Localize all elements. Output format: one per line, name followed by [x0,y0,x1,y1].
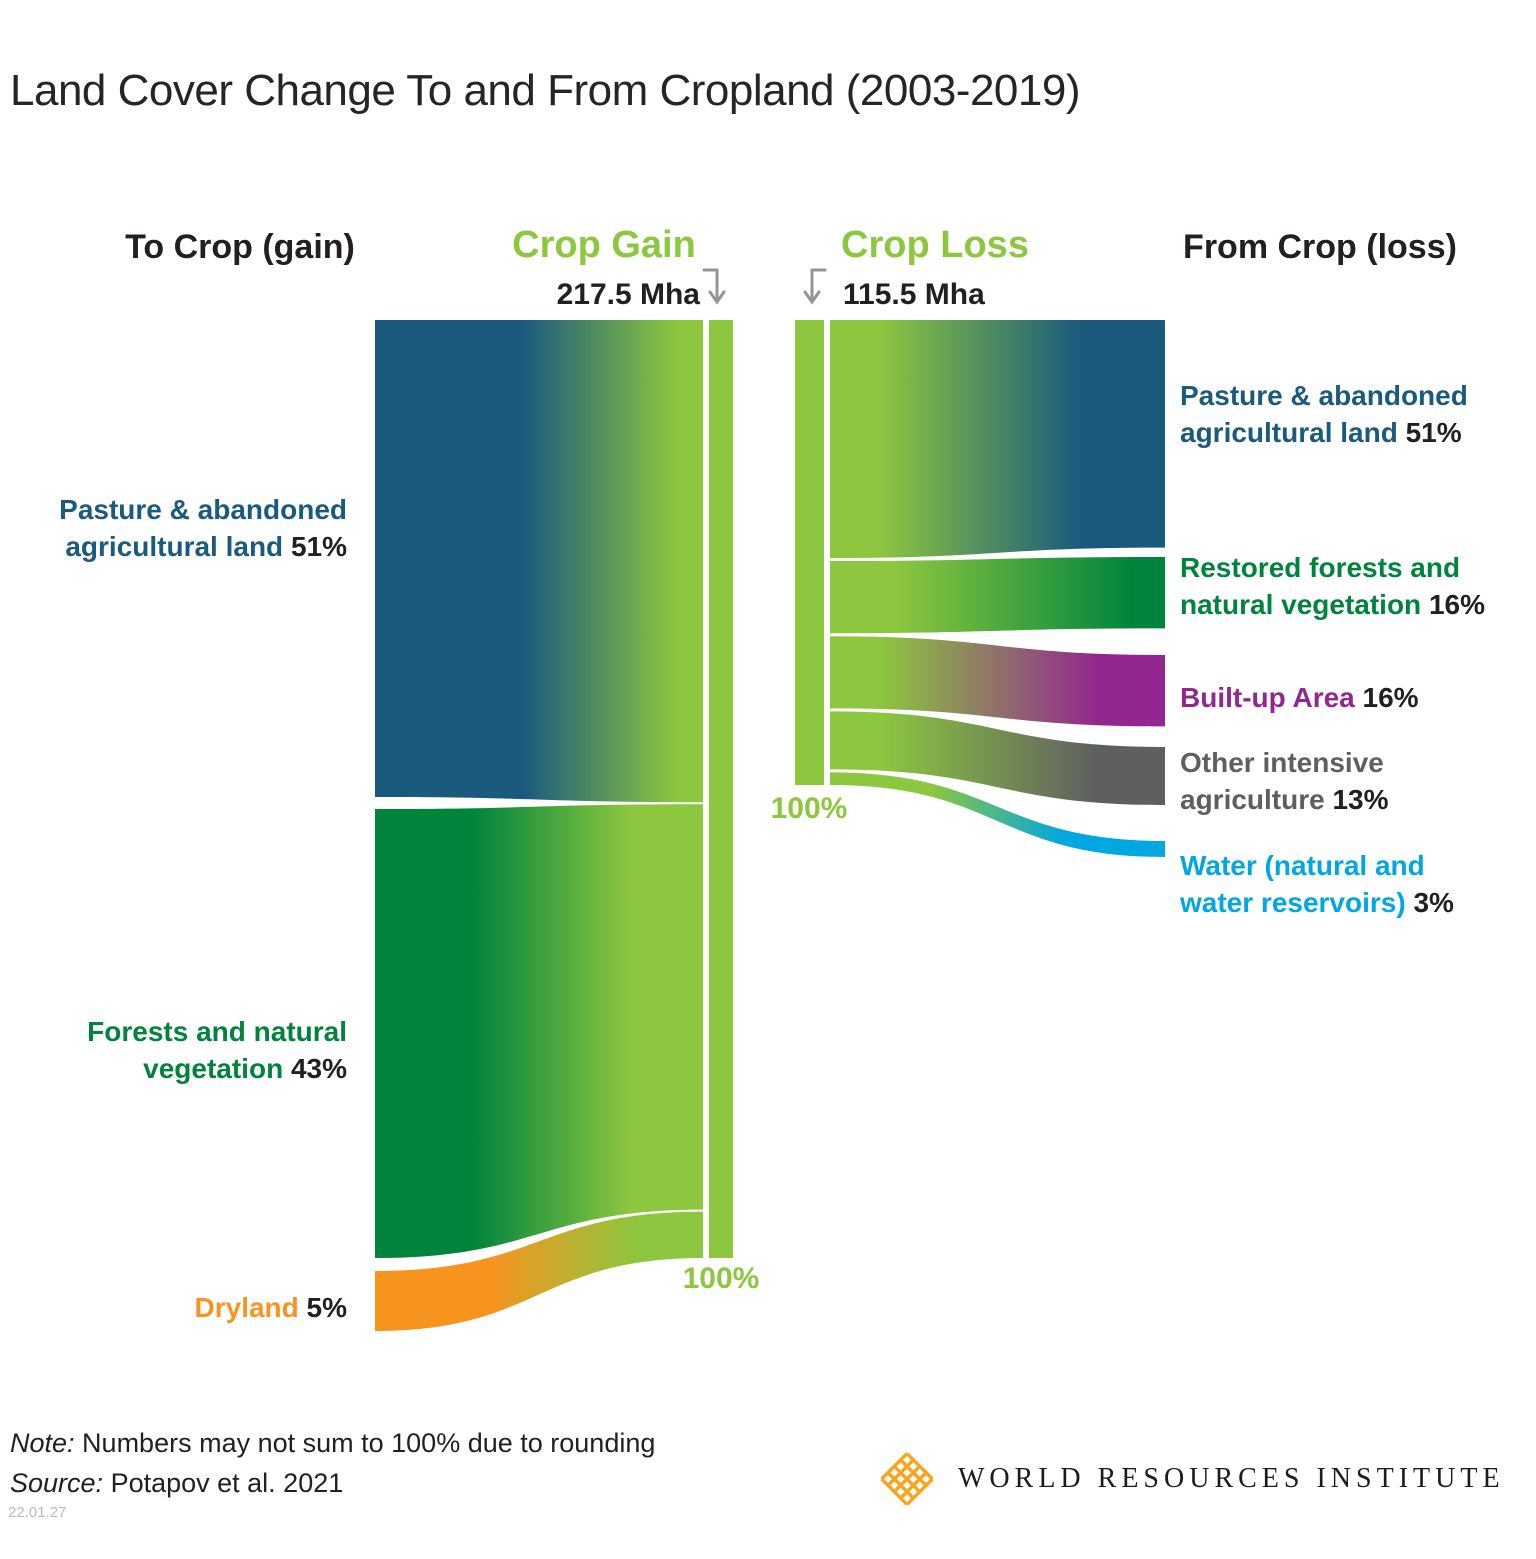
label-gain-forests: Forests and natural vegetation 43% [45,1014,347,1088]
chart-title: Land Cover Change To and From Cropland (… [10,66,1080,115]
crop-loss-header: Crop Loss [841,224,1029,266]
source-label: Source: [10,1468,104,1498]
note-text: Numbers may not sum to 100% due to round… [74,1428,656,1458]
label-gain-pasture-pct: 51% [290,530,347,562]
date-stamp: 22.01.27 [8,1504,67,1521]
label-loss-restored-forests: Restored forests and natural vegetation … [1180,550,1495,624]
label-loss-restored-forests-name: Restored forests and natural vegetation [1180,552,1461,620]
label-loss-water: Water (natural and water reservoirs) 3% [1180,848,1495,922]
label-gain-forests-pct: 43% [290,1052,347,1084]
label-loss-water-pct: 3% [1413,886,1454,918]
label-loss-water-name: Water (natural and water reservoirs) [1180,850,1425,918]
crop-gain-100-label: 100% [682,1262,760,1295]
label-gain-dryland-name: Dryland [194,1292,299,1323]
left-column-header: To Crop (gain) [125,228,355,266]
label-loss-restored-forests-pct: 16% [1428,588,1485,620]
right-column-header: From Crop (loss) [1183,228,1457,266]
label-loss-builtup-pct: 16% [1362,682,1419,713]
label-gain-pasture-name: Pasture & abandoned agricultural land [59,494,347,562]
label-gain-dryland: Dryland 5% [45,1290,348,1327]
label-loss-pasture-name: Pasture & abandoned agricultural land [1180,380,1468,448]
crop-gain-header: Crop Gain [512,224,696,266]
source-line: Source: Potapov et al. 2021 [10,1468,343,1499]
label-loss-builtup-name: Built-up Area [1180,682,1355,713]
label-loss-pasture-pct: 51% [1405,416,1462,448]
label-loss-other-agriculture-name: Other intensive agriculture [1180,747,1384,815]
label-loss-other-agriculture-pct: 13% [1332,783,1389,815]
crop-loss-100-label: 100% [770,792,848,825]
crop-gain-total: 217.5 Mha [556,278,700,311]
note-label: Note: [10,1428,75,1458]
label-loss-other-agriculture: Other intensive agriculture 13% [1180,745,1495,819]
wri-logo: WORLD RESOURCES INSTITUTE [878,1450,1505,1508]
note-line: Note: Numbers may not sum to 100% due to… [10,1428,655,1459]
label-loss-pasture: Pasture & abandoned agricultural land 51… [1180,378,1495,452]
crop-loss-total: 115.5 Mha [843,278,985,311]
source-text: Potapov et al. 2021 [103,1468,344,1498]
label-gain-forests-name: Forests and natural vegetation [87,1016,347,1084]
label-loss-builtup: Built-up Area 16% [1180,680,1495,717]
wri-logo-text: WORLD RESOURCES INSTITUTE [958,1463,1505,1494]
wri-logo-icon [880,1452,934,1506]
label-gain-pasture: Pasture & abandoned agricultural land 51… [45,492,347,566]
label-gain-dryland-pct: 5% [306,1292,347,1323]
